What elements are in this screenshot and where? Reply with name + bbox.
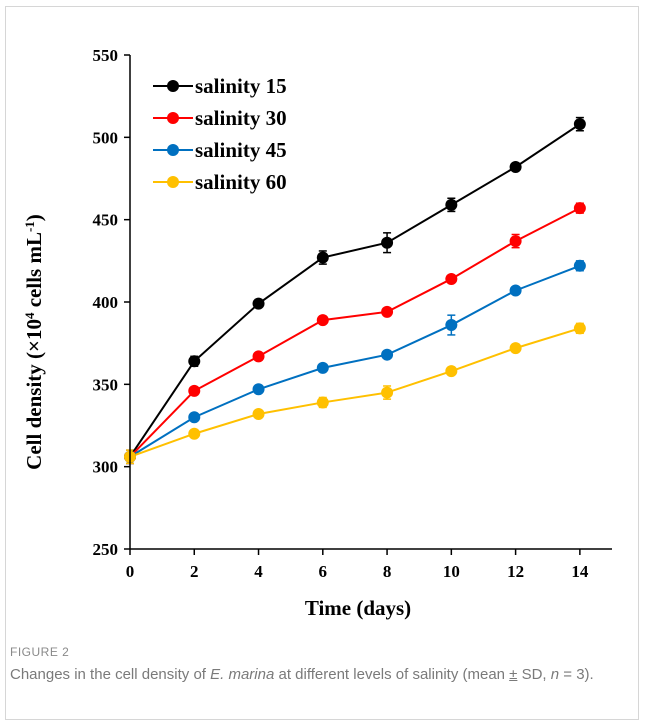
legend-marker [167,144,179,156]
data-point [188,355,201,368]
y-tick-label: 550 [93,46,119,65]
caption-n: n [550,666,560,683]
data-point [509,235,522,248]
data-point [573,118,586,131]
figure-label: FIGURE 2 [10,645,70,659]
y-axis-title: Cell density (×104 cells mL-1) [22,214,47,470]
y-axis-title-middle: cells mL [22,232,46,312]
data-point [252,297,265,310]
data-point [188,427,201,440]
caption-part1: Changes in the cell density of [10,666,211,683]
data-point [252,383,265,396]
series-line-0 [129,123,581,458]
y-ticks: 250 300 350 400 450 500 550 [93,46,130,559]
y-tick-label: 350 [93,375,119,394]
data-point [188,384,201,397]
legend-item: salinity 60 [153,170,287,194]
data-point [573,202,586,215]
x-axis-title: Time (days) [305,596,411,620]
x-tick-label: 8 [383,562,392,581]
legend-label: salinity 45 [195,138,287,162]
data-point [252,350,265,363]
legend-label: salinity 15 [195,74,287,98]
figure-caption: Changes in the cell density of E. marina… [10,664,630,685]
y-axis-title-sup1: 4 [22,312,37,319]
data-point [509,160,522,173]
data-point [445,365,458,378]
data-point [316,396,329,409]
y-tick-label: 450 [93,211,119,230]
data-point [381,236,394,249]
series-line-2 [129,264,581,458]
series-markers [124,118,586,463]
x-tick-label: 10 [443,562,460,581]
data-point [316,251,329,264]
caption-species: E. marina [210,666,275,683]
series-line-3 [129,327,581,458]
series-line-1 [129,207,581,458]
data-point [445,272,458,285]
legend-marker [167,80,179,92]
series-lines [129,123,581,458]
x-tick-label: 4 [254,562,263,581]
data-point [381,305,394,318]
y-axis-title-after: ) [22,214,46,221]
x-tick-label: 6 [319,562,328,581]
data-point [381,386,394,399]
data-point [573,259,586,272]
x-tick-label: 12 [507,562,524,581]
data-point [573,322,586,335]
legend-item: salinity 15 [153,74,287,98]
data-point [445,198,458,211]
legend-label: salinity 60 [195,170,287,194]
legend-item: salinity 30 [153,106,287,130]
x-tick-label: 0 [126,562,135,581]
data-point [316,314,329,327]
x-tick-label: 2 [190,562,199,581]
legend-label: salinity 30 [195,106,287,130]
x-ticks: 0 2 4 6 8 10 12 14 [126,549,589,581]
legend-marker [167,176,179,188]
x-tick-label: 14 [571,562,589,581]
data-point [509,284,522,297]
y-tick-label: 400 [93,293,119,312]
caption-part3: SD, [517,666,551,683]
data-point [381,348,394,361]
caption-part2: at different levels of salinity (mean [274,666,510,683]
caption-part4: = 3). [559,666,594,683]
caption-pm: ± [509,666,518,683]
line-chart: 0 2 4 6 8 10 12 14 250 300 350 400 450 500 550 Time (… [22,46,612,620]
y-axis-title-sup2: -1 [22,221,37,232]
y-tick-label: 250 [93,540,119,559]
data-point [316,361,329,374]
data-point [509,342,522,355]
y-axis-title-before: Cell density (×10 [22,319,46,470]
data-point [188,411,201,424]
legend-item: salinity 45 [153,138,287,162]
y-tick-label: 500 [93,128,119,147]
legend-marker [167,112,179,124]
data-point [445,319,458,332]
legend: salinity 15 salinity 30 salinity 45 salinit… [153,74,287,194]
data-point [252,407,265,420]
y-tick-label: 300 [93,458,119,477]
